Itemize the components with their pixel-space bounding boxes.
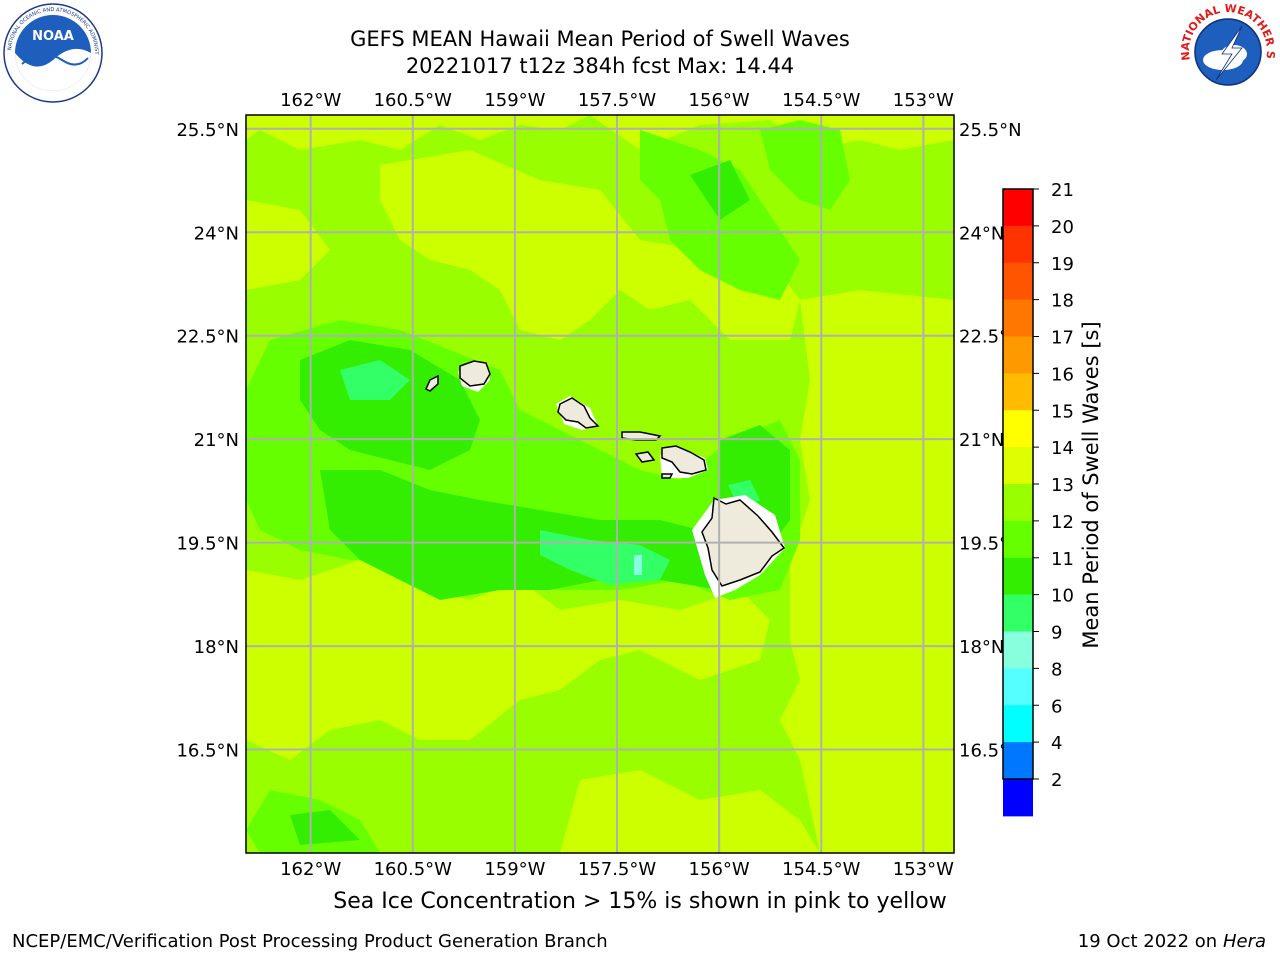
island-lanai [634, 451, 656, 463]
colorbar-tick-label: 12 [1051, 512, 1074, 533]
lat-tick-left: 16.5°N [176, 741, 239, 762]
colorbar-tick-label: 15 [1051, 401, 1074, 422]
island-maui [661, 445, 707, 475]
island-oahu [557, 397, 600, 429]
footer-date-text: 19 Oct 2022 on [1077, 931, 1223, 952]
lon-tick-bottom: 159°W [484, 859, 545, 880]
colorbar-tick-label: 20 [1051, 217, 1074, 238]
footer-credit: NCEP/EMC/Verification Post Processing Pr… [12, 931, 608, 952]
footer-machine: Hera [1222, 931, 1266, 952]
colorbar-tick-label: 19 [1051, 254, 1074, 275]
sea-ice-note: Sea Ice Concentration > 15% is shown in … [333, 889, 947, 914]
lat-tick-left: 21°N [194, 430, 239, 451]
colorbar-swatch [1003, 410, 1033, 448]
colorbar-tick-label: 13 [1051, 475, 1074, 496]
colorbar-tick-label: 10 [1051, 586, 1074, 607]
lon-tick-bottom: 162°W [280, 859, 341, 880]
lon-tick-top: 159°W [484, 90, 545, 111]
colorbar-swatch [1003, 520, 1033, 559]
colorbar-tick-label: 16 [1051, 364, 1074, 385]
lon-tick-top: 153°W [893, 90, 954, 111]
colorbar-tick-label: 2 [1051, 770, 1062, 791]
colorbar-tick-label: 17 [1051, 328, 1074, 349]
lat-tick-right: 24°N [959, 223, 1004, 244]
lon-tick-top: 157.5°W [578, 90, 657, 111]
lat-tick-left: 25.5°N [176, 120, 239, 141]
lon-tick-top: 156°W [689, 90, 750, 111]
lon-tick-bottom: 157.5°W [578, 859, 657, 880]
colorbar-swatch [1003, 262, 1033, 301]
lon-tick-top: 154.5°W [782, 90, 861, 111]
footer-date: 19 Oct 2022 on Hera [1078, 931, 1266, 952]
colorbar-label: Mean Period of Swell Waves [s] [1079, 321, 1103, 648]
chart-title: GEFS MEAN Hawaii Mean Period of Swell Wa… [350, 27, 850, 51]
colorbar-swatch [1003, 299, 1033, 337]
colorbar-swatch [1003, 742, 1033, 780]
lon-tick-top: 162°W [280, 90, 341, 111]
lat-tick-left: 18°N [194, 637, 239, 658]
island-kauai [459, 360, 491, 387]
colorbar-tick-label: 9 [1051, 623, 1062, 644]
island-niihau [425, 374, 439, 392]
colorbar-tick-label: 21 [1051, 180, 1074, 201]
colorbar-frame [1002, 188, 1034, 780]
colorbar-tick-label: 6 [1051, 696, 1062, 717]
noaa-logo-icon: NOAA NATIONAL OCEANIC AND ATMOSPHERIC AD… [2, 2, 103, 103]
lat-tick-left: 24°N [194, 223, 239, 244]
colorbar-swatch [1003, 557, 1033, 596]
colorbar-swatch [1003, 484, 1033, 522]
map-frame [245, 114, 955, 854]
lon-tick-bottom: 156°W [689, 859, 750, 880]
colorbar-swatch [1003, 447, 1033, 485]
colorbar-swatch [1003, 189, 1033, 227]
colorbar-swatch [1003, 336, 1033, 374]
colorbar: 21 20 19 18 17 16 15 14 13 12 11 10 9 8 6 4 2 [1002, 180, 1074, 817]
nws-logo-icon: NATIONAL WEATHER SERVICE [1178, 2, 1277, 101]
chart-subtitle: 20221017 t12z 384h fcst Max: 14.44 [405, 54, 795, 78]
colorbar-swatch [1003, 631, 1033, 669]
map-axis-ticks: 162°W 162°W 160.5°W 160.5°W 159°W 159°W 157.5°… [176, 90, 1021, 880]
colorbar-tick-label: 14 [1051, 438, 1074, 459]
field-band-13-14s [246, 115, 954, 853]
island-kahoolawe [661, 473, 674, 479]
colorbar-swatch [1003, 779, 1033, 817]
swell-period-field [246, 115, 954, 853]
colorbar-swatch [1003, 373, 1033, 411]
lon-tick-bottom: 160.5°W [374, 859, 453, 880]
field-band-9s [634, 555, 642, 575]
colorbar-swatch [1003, 594, 1033, 632]
colorbar-tick-label: 4 [1051, 733, 1062, 754]
lat-tick-right: 18°N [959, 637, 1004, 658]
colorbar-tick-label: 8 [1051, 659, 1062, 680]
colorbar-swatch [1003, 225, 1033, 264]
lon-tick-bottom: 153°W [893, 859, 954, 880]
lat-tick-right: 21°N [959, 430, 1004, 451]
gridlines [246, 115, 954, 853]
lat-tick-left: 22.5°N [176, 327, 239, 348]
colorbar-swatch [1003, 705, 1033, 743]
noaa-logo-text: NOAA [32, 29, 74, 44]
colorbar-tick-label: 11 [1051, 549, 1074, 570]
lat-tick-left: 19.5°N [176, 534, 239, 555]
colorbar-tick-label: 18 [1051, 291, 1074, 312]
lon-tick-bottom: 154.5°W [782, 859, 861, 880]
lat-tick-right: 25.5°N [959, 120, 1022, 141]
colorbar-swatch [1003, 668, 1033, 706]
lon-tick-top: 160.5°W [374, 90, 453, 111]
